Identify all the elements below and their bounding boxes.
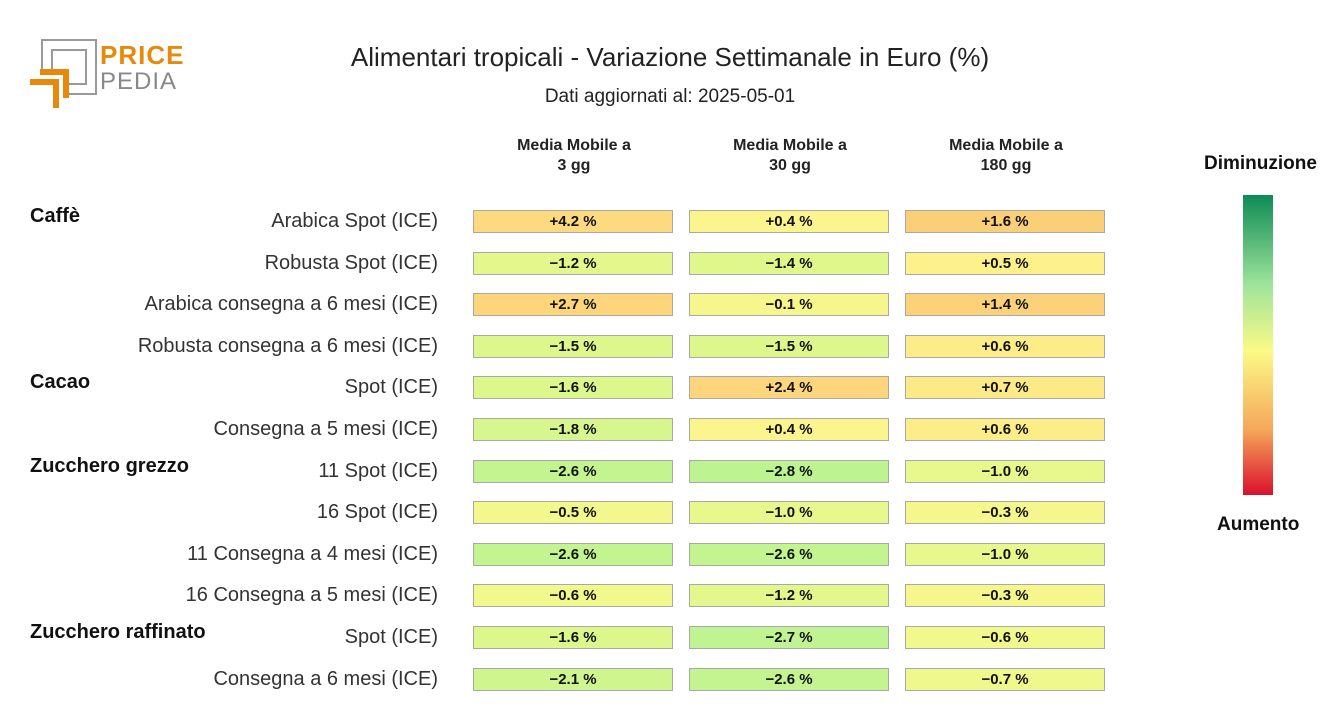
- legend-top-label: Diminuzione: [1204, 153, 1317, 174]
- heatmap-cell: −0.3 %: [905, 501, 1105, 525]
- row-label: Consegna a 6 mesi (ICE): [213, 667, 438, 690]
- row-label: 11 Spot (ICE): [318, 459, 438, 482]
- heatmap-cell: −0.1 %: [689, 293, 889, 317]
- row-label: 11 Consegna a 4 mesi (ICE): [187, 542, 438, 565]
- heatmap-cell: −1.6 %: [473, 376, 673, 400]
- heatmap-cell: +0.4 %: [689, 210, 889, 233]
- heatmap-cell: +1.6 %: [905, 210, 1105, 233]
- group-label: Zucchero raffinato: [30, 621, 206, 643]
- heatmap-cell: −1.5 %: [473, 334, 673, 358]
- group-label: Cacao: [30, 371, 91, 394]
- chart-title: Alimentari tropicali - Variazione Settim…: [350, 42, 990, 72]
- row-label: 16 Spot (ICE): [316, 501, 438, 524]
- heatmap-cell: −2.1 %: [473, 667, 673, 691]
- heatmap-cell: −0.6 %: [905, 626, 1105, 649]
- row-label: Robusta consegna a 6 mesi (ICE): [137, 334, 438, 357]
- heatmap-cell: −0.7 %: [905, 667, 1105, 691]
- heatmap-cell: +2.7 %: [473, 293, 673, 317]
- legend-color-bar: [1243, 195, 1273, 495]
- heatmap-cell: +0.4 %: [689, 418, 889, 441]
- heatmap-cell: +1.4 %: [905, 293, 1105, 317]
- heatmap-cell: −1.0 %: [905, 459, 1105, 483]
- legend-bottom-label: Aumento: [1217, 514, 1300, 535]
- logo-mark-icon: [30, 39, 97, 108]
- row-label: Robusta Spot (ICE): [264, 251, 438, 274]
- heatmap-cell: +4.2 %: [473, 210, 673, 233]
- heatmap-cell: +2.4 %: [689, 376, 889, 400]
- column-header: Media Mobile a 30 gg: [733, 137, 847, 174]
- heatmap-cell: −1.8 %: [473, 418, 673, 441]
- heatmap-cell: −1.5 %: [689, 334, 889, 358]
- heatmap-cell: −1.2 %: [689, 584, 889, 608]
- heatmap-cell: −0.5 %: [473, 501, 673, 525]
- heatmap-cell: +0.7 %: [905, 376, 1105, 400]
- heatmap-cell: −2.8 %: [689, 459, 889, 483]
- row-label: Arabica consegna a 6 mesi (ICE): [144, 293, 438, 316]
- group-label: Zucchero grezzo: [30, 454, 189, 477]
- group-label: Caffè: [30, 205, 81, 227]
- heatmap-cell: −0.3 %: [905, 584, 1105, 608]
- row-label: Arabica Spot (ICE): [271, 210, 438, 232]
- heatmap-cell: −2.6 %: [689, 667, 889, 691]
- heatmap-cell: +0.6 %: [905, 334, 1105, 358]
- heatmap-cell: −1.2 %: [473, 251, 673, 275]
- heatmap-cell: +0.6 %: [905, 418, 1105, 441]
- row-label: Consegna a 5 mesi (ICE): [213, 418, 438, 440]
- heatmap-cell: −0.6 %: [473, 584, 673, 608]
- heatmap-cell: −1.4 %: [689, 251, 889, 275]
- pricepedia-logo: PRICE PEDIA: [28, 36, 188, 111]
- row-label: Spot (ICE): [344, 626, 438, 648]
- logo-word-pedia: PEDIA: [100, 68, 178, 95]
- heatmap-cell: −1.0 %: [905, 542, 1105, 566]
- row-label: 16 Consegna a 5 mesi (ICE): [185, 584, 438, 607]
- heatmap-cell: −1.0 %: [689, 501, 889, 525]
- heatmap-cell: −2.6 %: [473, 542, 673, 566]
- heatmap-cell: −1.6 %: [473, 626, 673, 649]
- logo-word-price: PRICE: [100, 40, 185, 70]
- column-header: Media Mobile a 180 gg: [949, 137, 1063, 174]
- heatmap-cell: −2.6 %: [473, 459, 673, 483]
- heatmap-cell: +0.5 %: [905, 251, 1105, 275]
- chart-subtitle: Dati aggiornati al: 2025-05-01: [544, 86, 796, 107]
- row-label: Spot (ICE): [344, 376, 438, 399]
- heatmap-cell: −2.7 %: [689, 626, 889, 649]
- heatmap-cell: −2.6 %: [689, 542, 889, 566]
